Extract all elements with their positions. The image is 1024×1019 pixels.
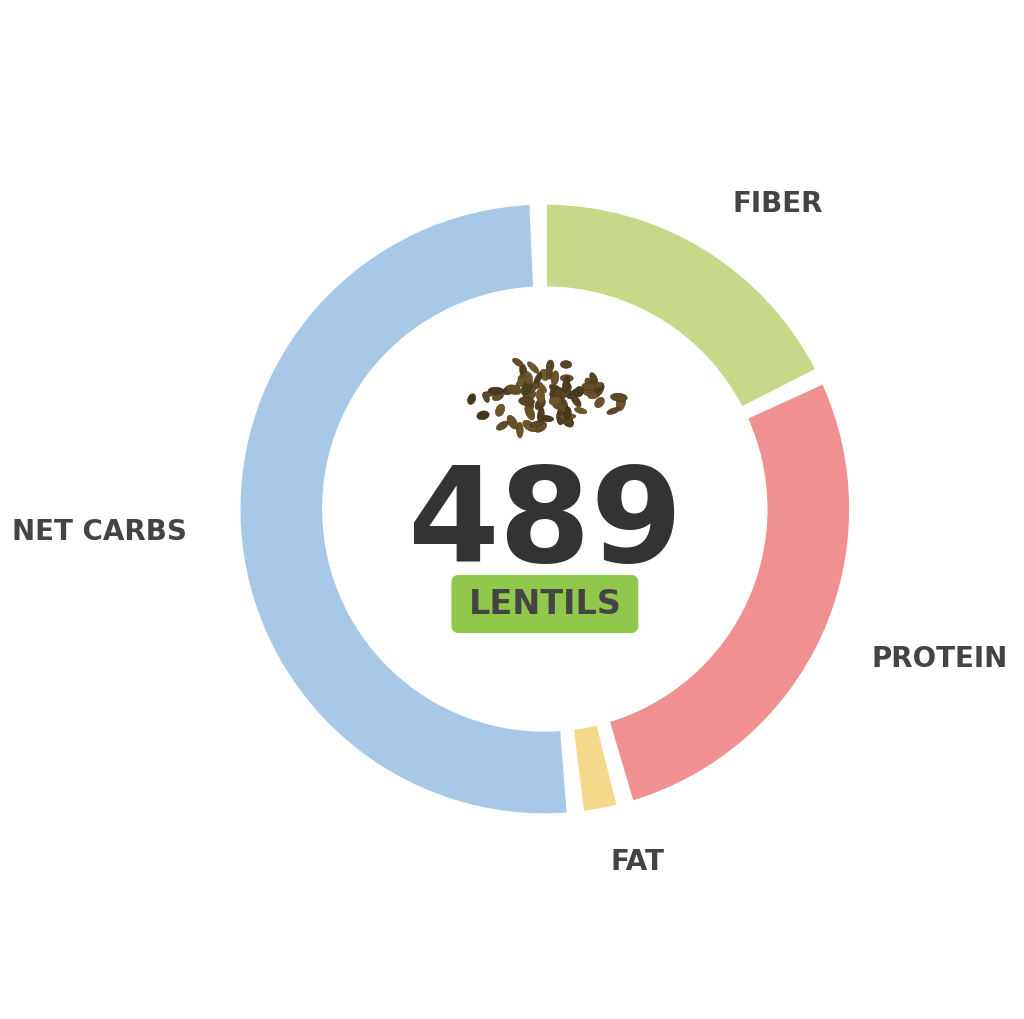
Ellipse shape <box>525 406 535 421</box>
Ellipse shape <box>482 392 489 404</box>
Ellipse shape <box>589 385 603 394</box>
Ellipse shape <box>521 387 537 394</box>
Ellipse shape <box>561 416 573 428</box>
Ellipse shape <box>559 415 575 420</box>
Ellipse shape <box>482 391 497 397</box>
Ellipse shape <box>560 362 571 369</box>
Ellipse shape <box>560 375 573 382</box>
Text: FAT: FAT <box>610 848 665 875</box>
Ellipse shape <box>553 404 567 411</box>
Ellipse shape <box>503 386 516 395</box>
Ellipse shape <box>560 388 570 396</box>
Ellipse shape <box>567 389 581 399</box>
Ellipse shape <box>535 398 546 411</box>
Ellipse shape <box>582 383 596 391</box>
Ellipse shape <box>557 410 564 425</box>
Ellipse shape <box>550 388 558 401</box>
Ellipse shape <box>570 395 581 408</box>
Ellipse shape <box>519 365 527 379</box>
Ellipse shape <box>610 393 628 401</box>
Ellipse shape <box>551 372 559 386</box>
Ellipse shape <box>493 392 504 401</box>
Ellipse shape <box>518 375 528 383</box>
Ellipse shape <box>537 389 545 404</box>
Ellipse shape <box>549 385 563 394</box>
Ellipse shape <box>519 397 535 407</box>
Ellipse shape <box>563 416 573 427</box>
Ellipse shape <box>593 383 604 398</box>
Ellipse shape <box>588 392 598 399</box>
Ellipse shape <box>507 416 518 430</box>
Ellipse shape <box>512 359 523 367</box>
Ellipse shape <box>516 376 527 388</box>
Ellipse shape <box>530 421 544 428</box>
Ellipse shape <box>547 363 552 380</box>
Ellipse shape <box>523 395 528 406</box>
Ellipse shape <box>522 421 537 432</box>
Text: 489: 489 <box>407 462 683 588</box>
Ellipse shape <box>547 361 554 372</box>
Wedge shape <box>545 204 818 410</box>
Ellipse shape <box>525 398 534 412</box>
FancyBboxPatch shape <box>452 576 638 634</box>
Ellipse shape <box>527 363 539 374</box>
Ellipse shape <box>616 395 626 412</box>
Wedge shape <box>571 723 618 813</box>
Ellipse shape <box>538 416 554 422</box>
Ellipse shape <box>532 383 542 389</box>
Ellipse shape <box>538 409 544 423</box>
Ellipse shape <box>488 388 504 394</box>
Ellipse shape <box>583 385 590 396</box>
Ellipse shape <box>590 373 598 386</box>
Ellipse shape <box>563 408 571 420</box>
Ellipse shape <box>496 405 505 417</box>
Ellipse shape <box>562 377 569 393</box>
Ellipse shape <box>540 370 549 381</box>
Ellipse shape <box>574 387 584 397</box>
Ellipse shape <box>560 384 571 398</box>
Ellipse shape <box>583 385 594 395</box>
Ellipse shape <box>549 397 561 406</box>
Text: LENTILS: LENTILS <box>468 588 622 621</box>
Ellipse shape <box>556 396 568 411</box>
Text: PROTEIN: PROTEIN <box>871 644 1008 672</box>
Ellipse shape <box>497 422 508 431</box>
Ellipse shape <box>574 409 587 415</box>
Ellipse shape <box>506 385 521 395</box>
Ellipse shape <box>539 384 547 393</box>
Ellipse shape <box>607 408 620 415</box>
Wedge shape <box>607 382 851 803</box>
Ellipse shape <box>477 412 489 421</box>
Ellipse shape <box>523 391 536 401</box>
Text: FIBER: FIBER <box>732 191 822 218</box>
Ellipse shape <box>468 394 476 405</box>
Ellipse shape <box>585 379 593 388</box>
Ellipse shape <box>522 381 528 394</box>
Ellipse shape <box>516 423 523 438</box>
Ellipse shape <box>534 373 542 387</box>
Ellipse shape <box>595 398 604 409</box>
Ellipse shape <box>554 388 563 401</box>
Text: NET CARBS: NET CARBS <box>12 518 187 545</box>
Ellipse shape <box>534 422 547 433</box>
Ellipse shape <box>592 383 602 389</box>
Ellipse shape <box>523 372 532 385</box>
Ellipse shape <box>521 382 532 395</box>
Wedge shape <box>239 204 569 815</box>
